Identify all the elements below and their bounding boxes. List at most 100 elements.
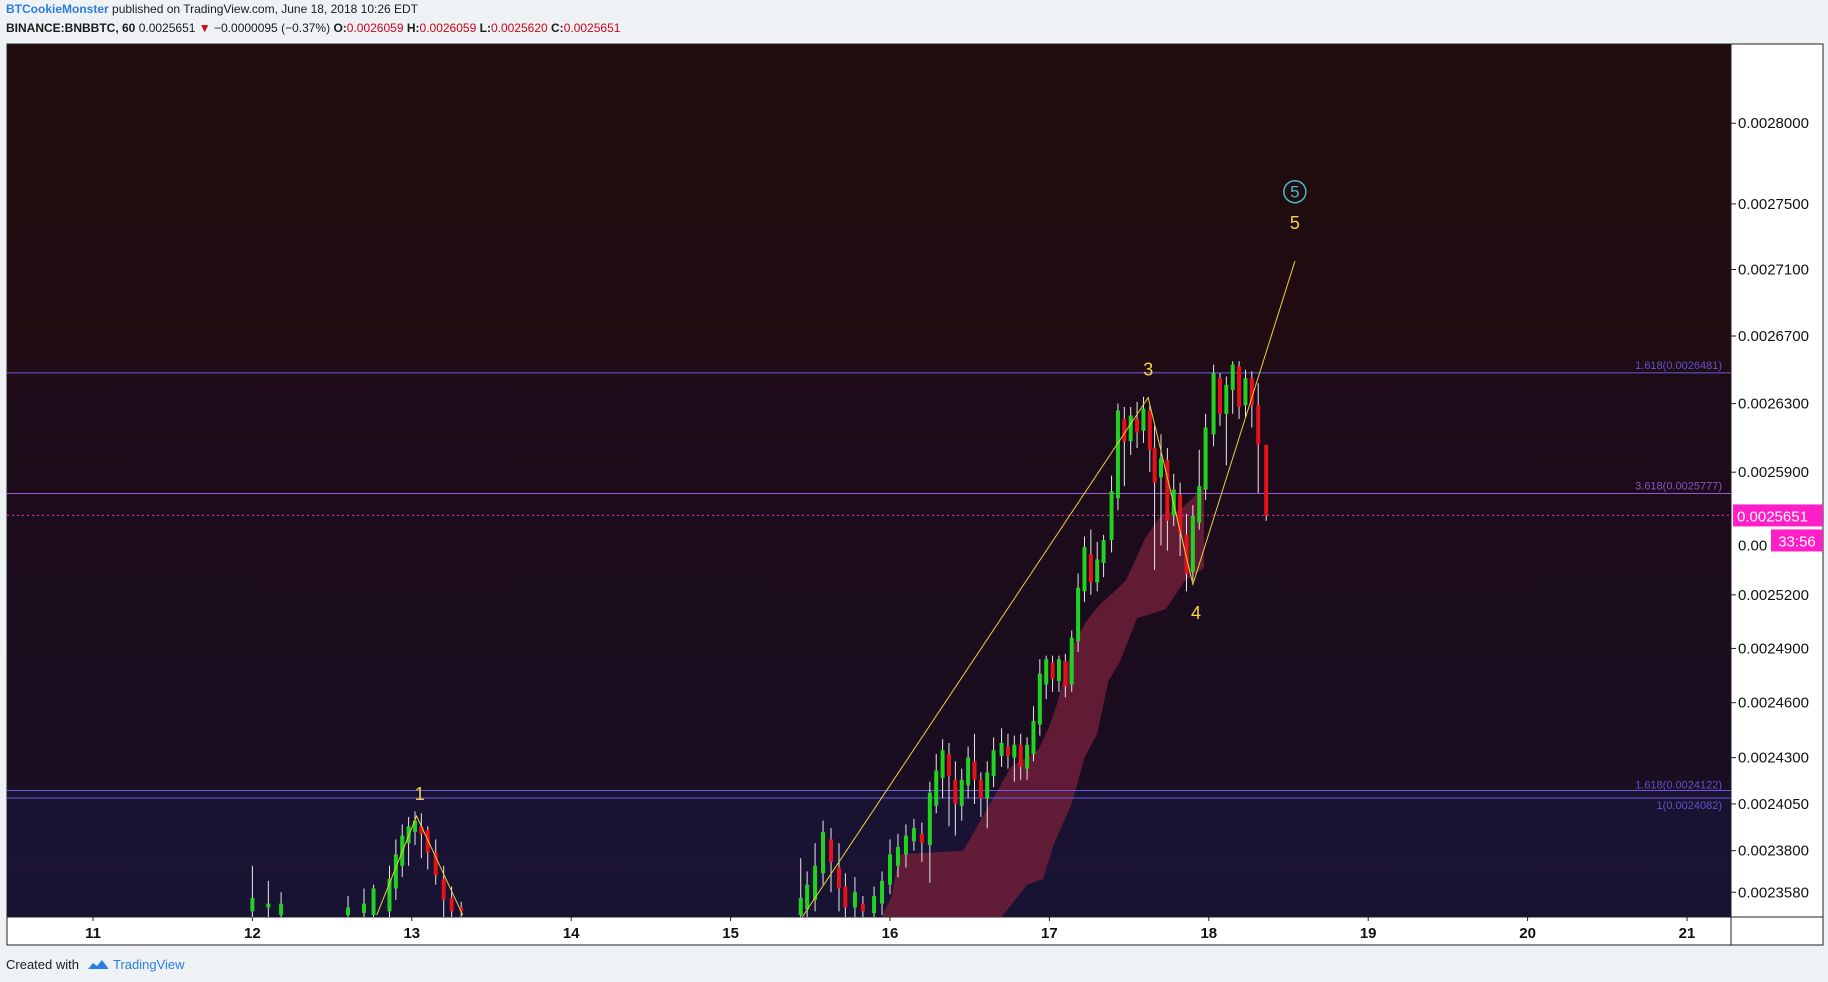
candle (1249, 371, 1254, 428)
candle-body (978, 779, 983, 799)
candle (1197, 449, 1202, 530)
candle (1211, 364, 1216, 447)
candle-body (843, 886, 848, 908)
candle (1076, 573, 1081, 653)
candle (1101, 534, 1106, 578)
candle-body (966, 757, 971, 786)
candle (798, 858, 803, 917)
candle (1128, 406, 1133, 455)
time-axis[interactable]: 11 12 13 14 15 16 17 18 19 20 21 (85, 917, 1695, 942)
time-tick-label: 11 (85, 925, 101, 942)
price-axis[interactable]: 0.0028000 0.0027500 0.0027100 0.0026700 0.00… (1731, 115, 1809, 901)
candle (972, 733, 977, 804)
candle-body (387, 878, 392, 912)
time-tick-label: 16 (882, 925, 899, 942)
candle-body (1082, 547, 1087, 592)
close-value: 0.0025651 (563, 21, 621, 35)
cloud-layer (882, 486, 1204, 917)
candle-body (1217, 378, 1222, 414)
candle-body (911, 828, 916, 842)
tradingview-link[interactable]: TradingView (112, 957, 185, 972)
candle (946, 742, 951, 827)
candle (836, 843, 841, 912)
candle-body (425, 830, 430, 853)
candle-body (393, 854, 398, 889)
candle-body (872, 896, 877, 914)
candle-body (1203, 427, 1208, 490)
candle (813, 843, 818, 912)
down-arrow-icon: ▼ (198, 21, 211, 35)
candle (266, 880, 271, 917)
candle-body (1037, 673, 1042, 725)
candle-body (953, 779, 958, 804)
fib-level-label: 3.618(0.0025777) (1635, 481, 1722, 493)
last-price-text: 0.0025651 (1737, 508, 1808, 525)
candle (829, 828, 834, 893)
candle (1050, 655, 1055, 692)
published-text: published on TradingView.com, June 18, 2… (112, 2, 419, 16)
candle-body (371, 888, 376, 916)
candle (1025, 737, 1030, 780)
wave-line (801, 261, 1296, 917)
candle-body (1243, 378, 1248, 406)
high-key: H: (406, 21, 420, 35)
candle-body (821, 831, 826, 874)
candle-body (852, 892, 857, 908)
wave-label: 3 (1143, 360, 1153, 380)
candle-body (1256, 405, 1261, 445)
candle-body (1141, 408, 1146, 431)
candle-body (1135, 418, 1140, 433)
time-tick-label: 12 (244, 925, 261, 942)
candle-body (1178, 494, 1183, 534)
high-value: 0.0026059 (419, 21, 477, 35)
candle (888, 839, 892, 895)
candle (1184, 513, 1189, 592)
price-tick-label: 0.0028000 (1738, 115, 1809, 132)
publisher-line: BTCookieMonster published on TradingView… (6, 2, 418, 16)
candle-body (1101, 540, 1106, 563)
plot-layer: 1.618(0.0026481) 3.618(0.0025777) 1.618(0.… (7, 179, 1731, 917)
price-axis-background (1731, 44, 1823, 917)
candle-body (1128, 415, 1133, 442)
candles (250, 361, 1269, 917)
candle-body (895, 846, 900, 866)
candle (459, 901, 464, 917)
candle (1044, 655, 1049, 700)
candle-body (946, 753, 951, 777)
symbol-info-line: BINANCE:BNBBTC, 60 0.0025651 ▼ −0.000009… (6, 21, 620, 35)
price-tick-label: 0.0024900 (1738, 640, 1809, 657)
wave-annotations: 1 3 4 5 5 (376, 179, 1307, 917)
time-axis-background (7, 917, 1823, 945)
candle (1056, 655, 1061, 692)
candle (843, 873, 848, 917)
middle-zone-band (7, 372, 1731, 791)
candle-body (1109, 491, 1114, 541)
candle (852, 877, 857, 917)
candle (1031, 706, 1036, 762)
candle (966, 746, 971, 799)
candle-body (419, 826, 424, 834)
price-tick-label: 0.0025200 (1738, 587, 1809, 604)
candle-body (1095, 559, 1100, 583)
candle (1018, 733, 1023, 780)
candle-body (1264, 444, 1269, 516)
time-tick-label: 21 (1679, 925, 1696, 942)
candle-body (346, 907, 351, 916)
cloud-area (882, 486, 1204, 917)
author-name[interactable]: BTCookieMonster (6, 2, 109, 16)
candle (1063, 653, 1068, 698)
candle-body (985, 772, 990, 799)
candle-body (1025, 744, 1030, 769)
candle (895, 833, 900, 878)
candle (1256, 383, 1261, 493)
candle (412, 811, 417, 846)
price-tick-label-partial: 0.00 (1738, 537, 1767, 554)
candle-body (1076, 587, 1081, 642)
candle (821, 820, 826, 885)
candle-body (999, 742, 1004, 756)
price-tick-label: 0.0023800 (1738, 843, 1809, 860)
candle (940, 739, 945, 799)
candle (953, 761, 958, 836)
candle-body (1197, 486, 1202, 523)
